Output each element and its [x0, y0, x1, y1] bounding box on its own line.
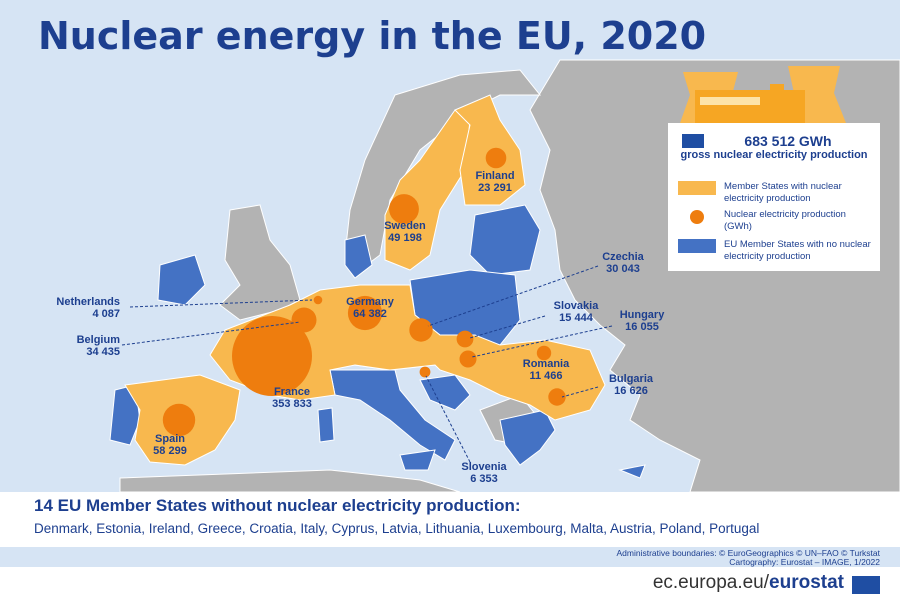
- country-value: 16 055: [625, 321, 659, 333]
- label-finland: Finland 23 291: [470, 170, 520, 194]
- croatia-shape: [419, 374, 471, 411]
- greece-shape: [499, 409, 556, 466]
- country-name: France: [273, 386, 311, 398]
- denmark-shape: [344, 234, 373, 279]
- country-value: 58 299: [153, 445, 187, 457]
- leader-slovakia: [469, 315, 546, 339]
- legend-box: 683 512 GWh gross nuclear electricity pr…: [668, 123, 880, 271]
- total-production-label: gross nuclear electricity production: [680, 149, 868, 161]
- leader-slovenia: [425, 375, 471, 463]
- country-value: 15 444: [559, 312, 593, 324]
- production-circle-swatch: [690, 210, 704, 224]
- label-netherlands: Netherlands 4 087: [30, 296, 120, 320]
- circle-slovakia: [456, 330, 474, 348]
- label-spain: Spain 58 299: [145, 433, 195, 457]
- country-value: 16 626: [614, 385, 648, 397]
- country-value: 6 353: [470, 473, 498, 485]
- leader-czechia: [427, 265, 599, 327]
- country-name: Sweden: [384, 220, 426, 232]
- legend-label: Nuclear electricity production (GWh): [724, 209, 846, 232]
- sicily-shape: [399, 449, 436, 471]
- label-romania: Romania 11 466: [516, 358, 576, 382]
- eu-flag-icon: [682, 134, 704, 148]
- credits-bar: Administrative boundaries: © EuroGeograp…: [0, 547, 900, 567]
- total-production-value: 683 512 GWh: [744, 133, 832, 149]
- label-slovakia: Slovakia 15 444: [546, 300, 606, 324]
- country-name: Spain: [155, 433, 185, 445]
- country-name: Slovenia: [461, 461, 507, 473]
- circle-france: [232, 316, 312, 396]
- circle-slovenia: [419, 366, 431, 378]
- leader-hungary: [471, 325, 613, 358]
- plant-building: [695, 90, 805, 123]
- baltics-shape: [469, 204, 541, 276]
- legend-total: 683 512 GWh gross nuclear electricity pr…: [678, 133, 870, 161]
- country-value: 49 198: [388, 232, 422, 244]
- leader-netherlands: [129, 299, 313, 308]
- label-czechia: Czechia 30 043: [598, 251, 648, 275]
- url-prefix: ec.europa.eu/: [652, 572, 770, 593]
- country-value: 353 833: [272, 398, 312, 410]
- circle-czechia: [409, 318, 433, 342]
- label-slovenia: Slovenia 6 353: [454, 461, 514, 485]
- country-name: Czechia: [602, 251, 644, 263]
- no-nuclear-list: Denmark, Estonia, Ireland, Greece, Croat…: [34, 521, 760, 536]
- leader-bulgaria: [561, 386, 599, 398]
- country-value: 64 382: [353, 308, 387, 320]
- country-value: 11 466: [529, 370, 563, 382]
- no-nuclear-swatch: [678, 239, 716, 253]
- label-bulgaria: Bulgaria 16 626: [601, 373, 661, 397]
- circle-spain: [162, 403, 196, 437]
- circle-finland: [485, 147, 507, 169]
- country-name: Netherlands: [56, 296, 120, 308]
- production-circles: [162, 147, 566, 437]
- no-nuclear-heading: 14 EU Member States without nuclear elec…: [34, 496, 521, 515]
- country-name: Romania: [522, 358, 570, 370]
- ireland-shape: [157, 254, 206, 306]
- country-value: 4 087: [92, 308, 120, 320]
- plant-window-strip: [700, 97, 760, 105]
- cyprus-shape: [618, 464, 646, 479]
- credits-boundaries: Administrative boundaries: © EuroGeograp…: [616, 548, 880, 558]
- country-name: Hungary: [619, 309, 665, 321]
- label-sweden: Sweden 49 198: [380, 220, 430, 244]
- circle-bulgaria: [548, 388, 566, 406]
- italy-shape: [329, 369, 456, 461]
- url-bold: eurostat: [769, 572, 844, 593]
- label-france: France 353 833: [262, 386, 322, 410]
- power-plant-illustration: [680, 66, 846, 123]
- sardinia-shape: [317, 407, 335, 443]
- legend-label: Member States with nuclear electricity p…: [724, 181, 842, 204]
- circle-sweden: [389, 194, 419, 224]
- no-nuclear-panel: 14 EU Member States without nuclear elec…: [0, 492, 900, 547]
- country-name: Germany: [346, 296, 394, 308]
- legend-label: EU Member States with no nuclear electri…: [724, 239, 871, 262]
- country-value: 30 043: [606, 263, 640, 275]
- circle-hungary: [459, 350, 477, 368]
- north-africa-land: [119, 469, 461, 492]
- footer: ec.europa.eu/eurostat: [0, 567, 900, 600]
- country-value: 23 291: [478, 182, 512, 194]
- label-germany: Germany 64 382: [335, 296, 405, 320]
- circle-netherlands: [313, 295, 323, 305]
- nuclear-state-swatch: [678, 181, 716, 195]
- eurostat-url[interactable]: ec.europa.eu/eurostat: [653, 572, 844, 594]
- page-title: Nuclear energy in the EU, 2020: [38, 14, 707, 58]
- eu-flag-icon: [852, 576, 880, 594]
- credits-cartography: Cartography: Eurostat – IMAGE, 1/2022: [729, 557, 880, 567]
- europe-map: Nuclear energy in the EU, 2020 683 512 G…: [0, 0, 900, 492]
- label-hungary: Hungary 16 055: [612, 309, 672, 333]
- label-belgium: Belgium 34 435: [30, 334, 120, 358]
- circle-romania: [536, 345, 552, 361]
- country-name: Slovakia: [553, 300, 599, 312]
- country-name: Belgium: [76, 334, 120, 346]
- leader-lines: [121, 265, 613, 463]
- country-value: 34 435: [86, 346, 120, 358]
- country-name: Finland: [475, 170, 515, 182]
- circle-germany: [347, 295, 383, 331]
- plant-chimney: [770, 84, 784, 123]
- country-name: Bulgaria: [608, 373, 653, 385]
